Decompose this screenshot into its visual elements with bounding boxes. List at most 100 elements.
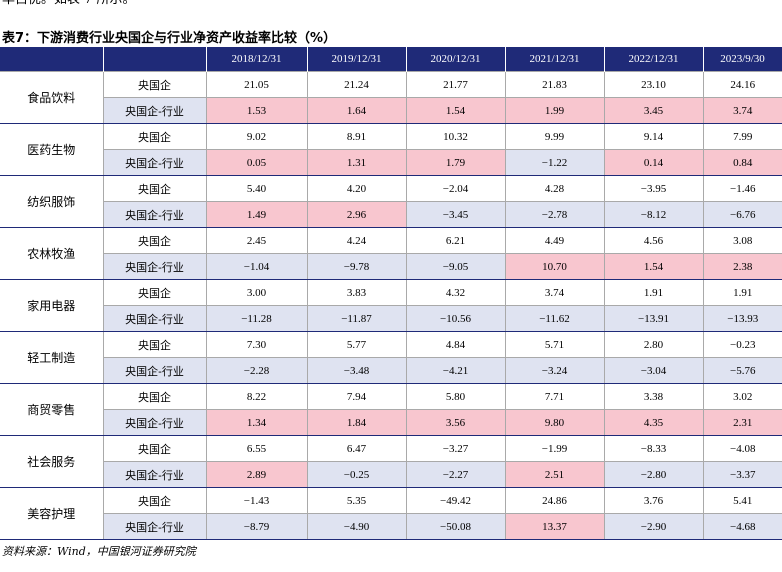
cell-base-value: 3.76 [603, 487, 704, 514]
cell-base-value: 4.32 [405, 279, 506, 306]
industry-name: 社会服务 [0, 435, 104, 488]
cell-diff-value: −9.78 [306, 253, 407, 280]
row-label-diff: 央国企-行业 [102, 461, 207, 488]
table-row: 医药生物 央国企 9.02 8.91 10.32 9.99 9.14 7.99 [0, 123, 782, 176]
industry-name: 美容护理 [0, 487, 104, 540]
cell-diff-value: −2.28 [205, 357, 308, 384]
cell-base-value: 5.40 [205, 175, 308, 202]
cell-base-value: 4.49 [504, 227, 605, 254]
industry-name: 纺织服饰 [0, 175, 104, 228]
cell-base-value: −1.99 [504, 435, 605, 462]
row-label-base: 央国企 [102, 383, 207, 410]
cell-diff-value: −3.37 [702, 461, 782, 488]
cell-base-value: 21.24 [306, 71, 407, 98]
cell-diff-value: 1.64 [306, 97, 407, 124]
row-label-base: 央国企 [102, 279, 207, 306]
table-row: 农林牧渔 央国企 2.45 4.24 6.21 4.49 4.56 3.08 [0, 227, 782, 280]
cell-base-value: 5.71 [504, 331, 605, 358]
cell-base-value: 10.32 [405, 123, 506, 150]
cell-diff-value: 2.96 [306, 201, 407, 228]
cell-base-value: 4.28 [504, 175, 605, 202]
cell-diff-value: 3.56 [405, 409, 506, 436]
row-label-base: 央国企 [102, 123, 207, 150]
table-body: 食品饮料 央国企 21.05 21.24 21.77 21.83 23.10 24.16 央国企… [0, 71, 782, 540]
cell-base-value: −4.08 [702, 435, 782, 462]
column-header: 2019/12/31 [307, 47, 407, 72]
cell-diff-value: −13.93 [702, 305, 782, 332]
table-row: 央国企-行业 0.05 1.31 1.79 −1.22 0.14 0.84 [0, 149, 782, 176]
table-row: 家用电器 央国企 3.00 3.83 4.32 3.74 1.91 1.91 [0, 279, 782, 332]
table-caption: 表7：下游消费行业央国企与行业净资产收益率比较（%） [2, 31, 337, 46]
row-label-base: 央国企 [102, 487, 207, 514]
row-label-diff: 央国企-行业 [102, 409, 207, 436]
cell-base-value: 6.47 [306, 435, 407, 462]
header-blank-metric [103, 47, 207, 72]
source-note: 资料来源：Wind，中国银河证券研究院 [2, 545, 196, 558]
header-row: 2018/12/31 2019/12/31 2020/12/31 2021/12… [0, 47, 782, 72]
cell-base-value: −2.04 [405, 175, 506, 202]
cell-diff-value: −11.28 [205, 305, 308, 332]
cell-diff-value: 2.31 [702, 409, 782, 436]
cell-base-value: 1.91 [702, 279, 782, 306]
cell-diff-value: −2.90 [603, 513, 704, 540]
row-label-diff: 央国企-行业 [102, 253, 207, 280]
header-blank-industry [0, 47, 104, 72]
table-row: 央国企-行业 −8.79 −4.90 −50.08 13.37 −2.90 −4.68 [0, 513, 782, 540]
row-label-diff: 央国企-行业 [102, 513, 207, 540]
table-row: 央国企-行业 −2.28 −3.48 −4.21 −3.24 −3.04 −5.76 [0, 357, 782, 384]
cell-base-value: 21.77 [405, 71, 506, 98]
cell-base-value: 3.83 [306, 279, 407, 306]
cell-diff-value: 9.80 [504, 409, 605, 436]
cell-base-value: 8.22 [205, 383, 308, 410]
cell-base-value: 7.30 [205, 331, 308, 358]
cell-diff-value: 2.38 [702, 253, 782, 280]
industry-name: 医药生物 [0, 123, 104, 176]
industry-name: 家用电器 [0, 279, 104, 332]
cell-base-value: 5.80 [405, 383, 506, 410]
table-row: 央国企-行业 1.34 1.84 3.56 9.80 4.35 2.31 [0, 409, 782, 436]
cell-base-value: −1.46 [702, 175, 782, 202]
cell-diff-value: −13.91 [603, 305, 704, 332]
row-label-base: 央国企 [102, 227, 207, 254]
cell-base-value: 7.71 [504, 383, 605, 410]
cell-diff-value: 13.37 [504, 513, 605, 540]
cell-diff-value: −4.68 [702, 513, 782, 540]
preceding-text: 率占优。如表 7 所示。 [2, 0, 136, 9]
column-header: 2023/9/30 [703, 47, 782, 72]
cell-base-value: 24.86 [504, 487, 605, 514]
cell-base-value: 7.94 [306, 383, 407, 410]
cell-base-value: 8.91 [306, 123, 407, 150]
cell-diff-value: −2.78 [504, 201, 605, 228]
cell-base-value: 9.14 [603, 123, 704, 150]
cell-diff-value: 3.74 [702, 97, 782, 124]
cell-base-value: 7.99 [702, 123, 782, 150]
cell-base-value: 4.84 [405, 331, 506, 358]
cell-diff-value: 0.05 [205, 149, 308, 176]
cell-diff-value: −1.04 [205, 253, 308, 280]
cell-base-value: 23.10 [603, 71, 704, 98]
cell-base-value: 9.99 [504, 123, 605, 150]
table-row: 商贸零售 央国企 8.22 7.94 5.80 7.71 3.38 3.02 [0, 383, 782, 436]
cell-diff-value: 2.51 [504, 461, 605, 488]
cell-diff-value: 1.54 [603, 253, 704, 280]
table-row: 纺织服饰 央国企 5.40 4.20 −2.04 4.28 −3.95 −1.46 [0, 175, 782, 228]
cell-base-value: −1.43 [205, 487, 308, 514]
table-row: 央国企-行业 −11.28 −11.87 −10.56 −11.62 −13.91 −13.… [0, 305, 782, 332]
row-label-diff: 央国企-行业 [102, 97, 207, 124]
cell-base-value: 3.00 [205, 279, 308, 306]
cell-diff-value: 1.34 [205, 409, 308, 436]
cell-diff-value: 1.99 [504, 97, 605, 124]
cell-diff-value: −2.27 [405, 461, 506, 488]
cell-diff-value: 3.45 [603, 97, 704, 124]
cell-diff-value: −0.25 [306, 461, 407, 488]
table-row: 央国企-行业 −1.04 −9.78 −9.05 10.70 1.54 2.38 [0, 253, 782, 280]
cell-base-value: 5.41 [702, 487, 782, 514]
cell-base-value: 9.02 [205, 123, 308, 150]
cell-diff-value: 1.53 [205, 97, 308, 124]
table-row: 社会服务 央国企 6.55 6.47 −3.27 −1.99 −8.33 −4.08 [0, 435, 782, 488]
cell-base-value: 5.77 [306, 331, 407, 358]
cell-base-value: 5.35 [306, 487, 407, 514]
row-label-diff: 央国企-行业 [102, 357, 207, 384]
cell-base-value: 21.05 [205, 71, 308, 98]
cell-diff-value: −3.04 [603, 357, 704, 384]
